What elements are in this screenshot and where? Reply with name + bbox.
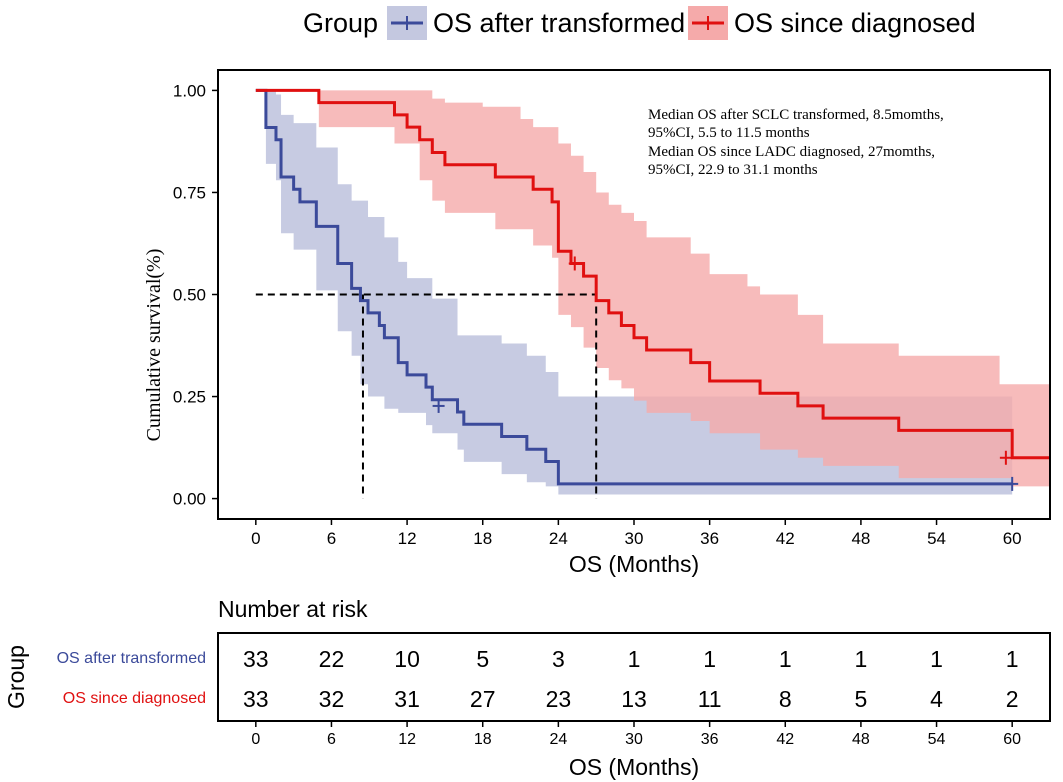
y-axis-label: Cumulative survival(%) <box>143 249 165 442</box>
risk-cell: 1 <box>855 646 868 672</box>
y-tick-label: 0.75 <box>173 183 206 202</box>
risk-x-tick-label: 60 <box>1003 731 1021 748</box>
y-tick-label: 1.00 <box>173 81 206 100</box>
risk-cell: 5 <box>855 686 868 712</box>
survival-curve-diagnosed <box>255 88 1050 460</box>
x-tick-label: 6 <box>327 529 336 548</box>
risk-x-tick-label: 18 <box>474 731 492 748</box>
risk-x-tick-label: 54 <box>928 731 946 748</box>
x-tick-label: 36 <box>700 529 719 548</box>
risk-table-title: Number at risk <box>218 596 368 622</box>
annotation-line-2: 95%CI, 5.5 to 11.5 months <box>648 125 810 141</box>
x-tick-label: 24 <box>549 529 568 548</box>
risk-cell: 13 <box>621 686 647 712</box>
risk-table-group-label: Group <box>3 645 29 709</box>
risk-table-cells: 33 22 10 5 3 1 1 1 1 1 133 32 31 27 23 13 11 8 5 4 2 <box>243 646 1019 712</box>
x-tick-label: 18 <box>473 529 492 548</box>
x-tick-label: 48 <box>851 529 870 548</box>
risk-cell: 10 <box>394 646 420 672</box>
x-tick-label: 12 <box>398 529 417 548</box>
risk-cell: 1 <box>628 646 641 672</box>
x-tick-label: 54 <box>927 529 946 548</box>
risk-cell: 1 <box>779 646 792 672</box>
risk-row-label-diagnosed: OS since diagnosed <box>63 690 206 707</box>
risk-x-tick-label: 42 <box>776 731 794 748</box>
y-axis: 0.00 0.25 0.50 0.75 1.00 <box>173 81 218 509</box>
risk-x-tick-label: 6 <box>327 731 336 748</box>
risk-cell: 31 <box>394 686 420 712</box>
legend-title: Group <box>303 8 378 38</box>
survival-curves <box>255 88 1050 491</box>
risk-table-x-axis: 0 6 12 18 24 30 36 42 48 54 60 <box>251 721 1021 748</box>
risk-x-tick-label: 48 <box>852 731 870 748</box>
risk-x-tick-label: 36 <box>701 731 719 748</box>
legend-item-transformed: OS after transformed <box>387 6 685 40</box>
legend-label-diagnosed: OS since diagnosed <box>734 8 976 38</box>
median-annotation: Median OS after SCLC transformed, 8.5mom… <box>648 107 944 178</box>
legend: Group OS after transformed OS since diag… <box>303 6 976 40</box>
ci-band-diagnosed <box>255 90 1050 487</box>
risk-cell: 33 <box>243 686 269 712</box>
km-plot: 0.00 0.25 0.50 0.75 1.00 0 6 12 18 24 30 36 42 48 54 6… <box>143 69 1051 577</box>
risk-cell: 1 <box>703 646 716 672</box>
legend-label-transformed: OS after transformed <box>433 8 685 38</box>
risk-cell: 8 <box>779 686 792 712</box>
confidence-bands <box>255 90 1050 495</box>
risk-cell: 1 <box>1006 646 1019 672</box>
risk-row-label-transformed: OS after transformed <box>57 650 206 667</box>
risk-cell: 3 <box>552 646 565 672</box>
risk-cell: 33 <box>243 646 269 672</box>
risk-cell: 32 <box>319 686 345 712</box>
risk-cell: 11 <box>698 686 722 712</box>
annotation-line-4: 95%CI, 22.9 to 31.1 months <box>648 162 818 178</box>
risk-x-tick-label: 24 <box>549 731 567 748</box>
x-tick-label: 30 <box>625 529 644 548</box>
x-tick-label: 42 <box>776 529 795 548</box>
risk-cell: 4 <box>930 686 943 712</box>
risk-cell: 2 <box>1006 686 1019 712</box>
risk-table-x-axis-label: OS (Months) <box>569 754 699 780</box>
risk-cell: 22 <box>319 646 345 672</box>
risk-table: Number at risk Group OS after transforme… <box>3 596 1051 780</box>
legend-item-diagnosed: OS since diagnosed <box>688 6 976 40</box>
annotation-line-3: Median OS since LADC diagnosed, 27momths… <box>648 144 935 160</box>
x-axis: 0 6 12 18 24 30 36 42 48 54 60 <box>251 519 1022 548</box>
y-tick-label: 0.00 <box>173 490 206 509</box>
risk-cell: 1 <box>930 646 943 672</box>
y-tick-label: 0.25 <box>173 388 206 407</box>
annotation-line-1: Median OS after SCLC transformed, 8.5mom… <box>648 107 944 123</box>
ci-band-transformed <box>255 90 1013 495</box>
survival-curve-transformed <box>255 88 1013 486</box>
risk-x-tick-label: 0 <box>251 731 260 748</box>
x-tick-label: 0 <box>251 529 260 548</box>
median-reference-lines <box>255 293 598 499</box>
risk-cell: 5 <box>476 646 489 672</box>
risk-x-tick-label: 30 <box>625 731 643 748</box>
x-axis-label: OS (Months) <box>569 551 699 577</box>
risk-x-tick-label: 12 <box>398 731 416 748</box>
y-tick-label: 0.50 <box>173 286 206 305</box>
risk-cell: 23 <box>546 686 572 712</box>
x-tick-label: 60 <box>1003 529 1022 548</box>
risk-cell: 27 <box>470 686 496 712</box>
